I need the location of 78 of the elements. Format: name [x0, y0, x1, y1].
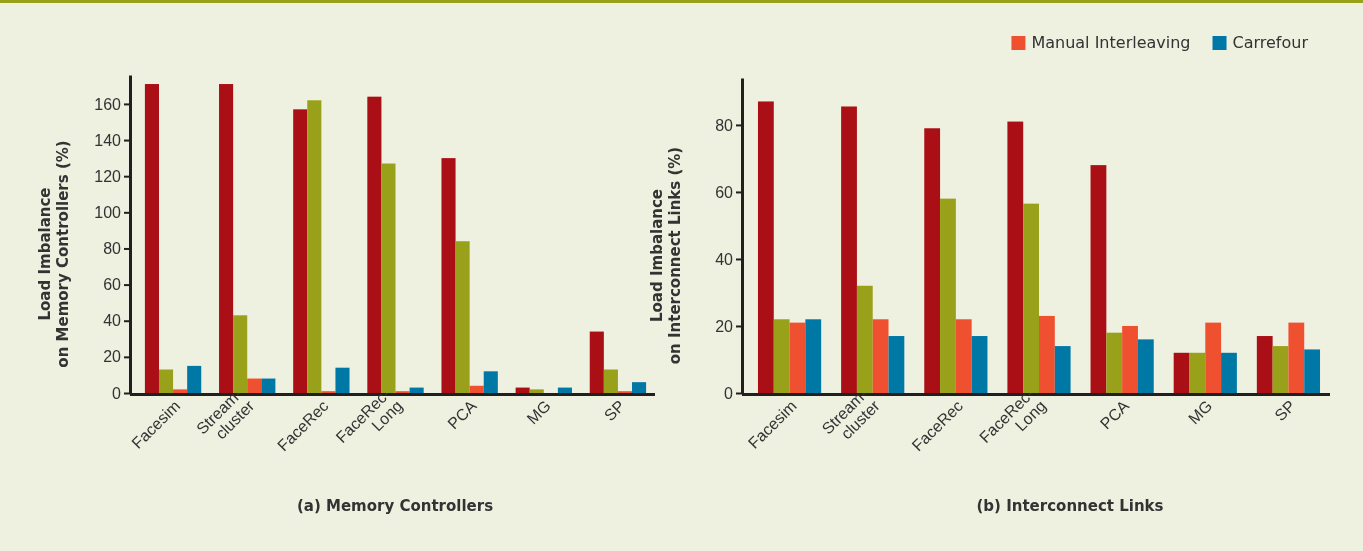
bar: [557, 387, 572, 393]
bar: [924, 128, 941, 393]
y-tick-label: 0: [724, 384, 734, 402]
bar: [144, 84, 159, 393]
bar: [1039, 315, 1055, 393]
bar: [1054, 346, 1071, 393]
y-axis-title: Load Imbalance on Interconnect Links (%): [648, 146, 684, 365]
bar: [187, 365, 202, 393]
bar: [335, 367, 350, 393]
x-tick-label: MG: [523, 397, 554, 428]
bar: [1023, 203, 1039, 393]
bar: [1205, 322, 1222, 393]
bar: [1106, 332, 1123, 393]
bar: [455, 241, 470, 393]
bar: [409, 387, 424, 393]
bar: [293, 109, 308, 393]
y-tick-label: 0: [112, 384, 122, 402]
bar: [1221, 352, 1237, 393]
bar: [1173, 352, 1190, 393]
bar: [469, 385, 484, 393]
y-tick-label: 80: [103, 240, 122, 258]
bar: [1256, 336, 1273, 393]
bar: [158, 369, 174, 393]
bar: [841, 106, 857, 393]
bar: [247, 378, 262, 393]
bar: [757, 101, 774, 393]
y-tick-label: 60: [715, 183, 734, 201]
bar: [1137, 339, 1154, 393]
x-tick-label: PCA: [1096, 396, 1133, 433]
bar: [307, 100, 322, 393]
bar: [940, 198, 956, 393]
bar: [589, 331, 604, 393]
bar: [1189, 352, 1206, 393]
bar: [955, 319, 972, 393]
legend-label: Carrefour: [1232, 33, 1309, 52]
bar: [856, 285, 873, 393]
y-tick-label: 20: [715, 317, 734, 335]
bar: [1090, 165, 1107, 393]
bar: [773, 319, 790, 393]
bar: [233, 315, 248, 393]
y-tick-label: 40: [103, 312, 122, 330]
bar: [515, 387, 530, 393]
bar: [219, 84, 234, 393]
bar: [805, 319, 822, 393]
x-tick-label: SP: [600, 397, 629, 425]
x-tick-label: PCA: [444, 396, 480, 433]
bar: [971, 336, 988, 393]
bar: [789, 322, 806, 393]
text: (a) Memory Controllers: [296, 497, 494, 515]
y-tick-label: 160: [94, 95, 122, 113]
y-axis-title: Load Imbalance on Memory Controllers (%): [36, 140, 72, 368]
bar: [888, 336, 905, 393]
x-tick-label: SP: [1271, 397, 1299, 425]
bar: [632, 382, 647, 393]
bar: [872, 319, 889, 393]
bar: [1122, 325, 1138, 393]
bar: [529, 389, 544, 393]
y-tick-label: 100: [94, 203, 122, 221]
bar: [441, 158, 456, 393]
bar: [173, 389, 188, 393]
legend-label: Manual Interleaving: [1031, 33, 1191, 52]
y-tick-label: 40: [715, 250, 734, 268]
x-tick-label: MG: [1185, 397, 1216, 428]
y-tick-label: 140: [94, 131, 122, 149]
y-tick-label: 80: [715, 116, 734, 134]
bar: [1272, 346, 1289, 393]
text: (b) Interconnect Links: [976, 497, 1164, 515]
bar: [1007, 121, 1024, 393]
bar: [261, 378, 276, 393]
y-tick-label: 60: [103, 276, 122, 294]
y-tick-label: 120: [94, 167, 122, 185]
bar: [1304, 349, 1321, 393]
y-tick-label: 20: [103, 348, 122, 366]
bar: [367, 96, 382, 393]
bar: [603, 369, 618, 393]
bar: [1288, 322, 1305, 393]
bar: [381, 163, 396, 393]
bar: [483, 371, 498, 393]
